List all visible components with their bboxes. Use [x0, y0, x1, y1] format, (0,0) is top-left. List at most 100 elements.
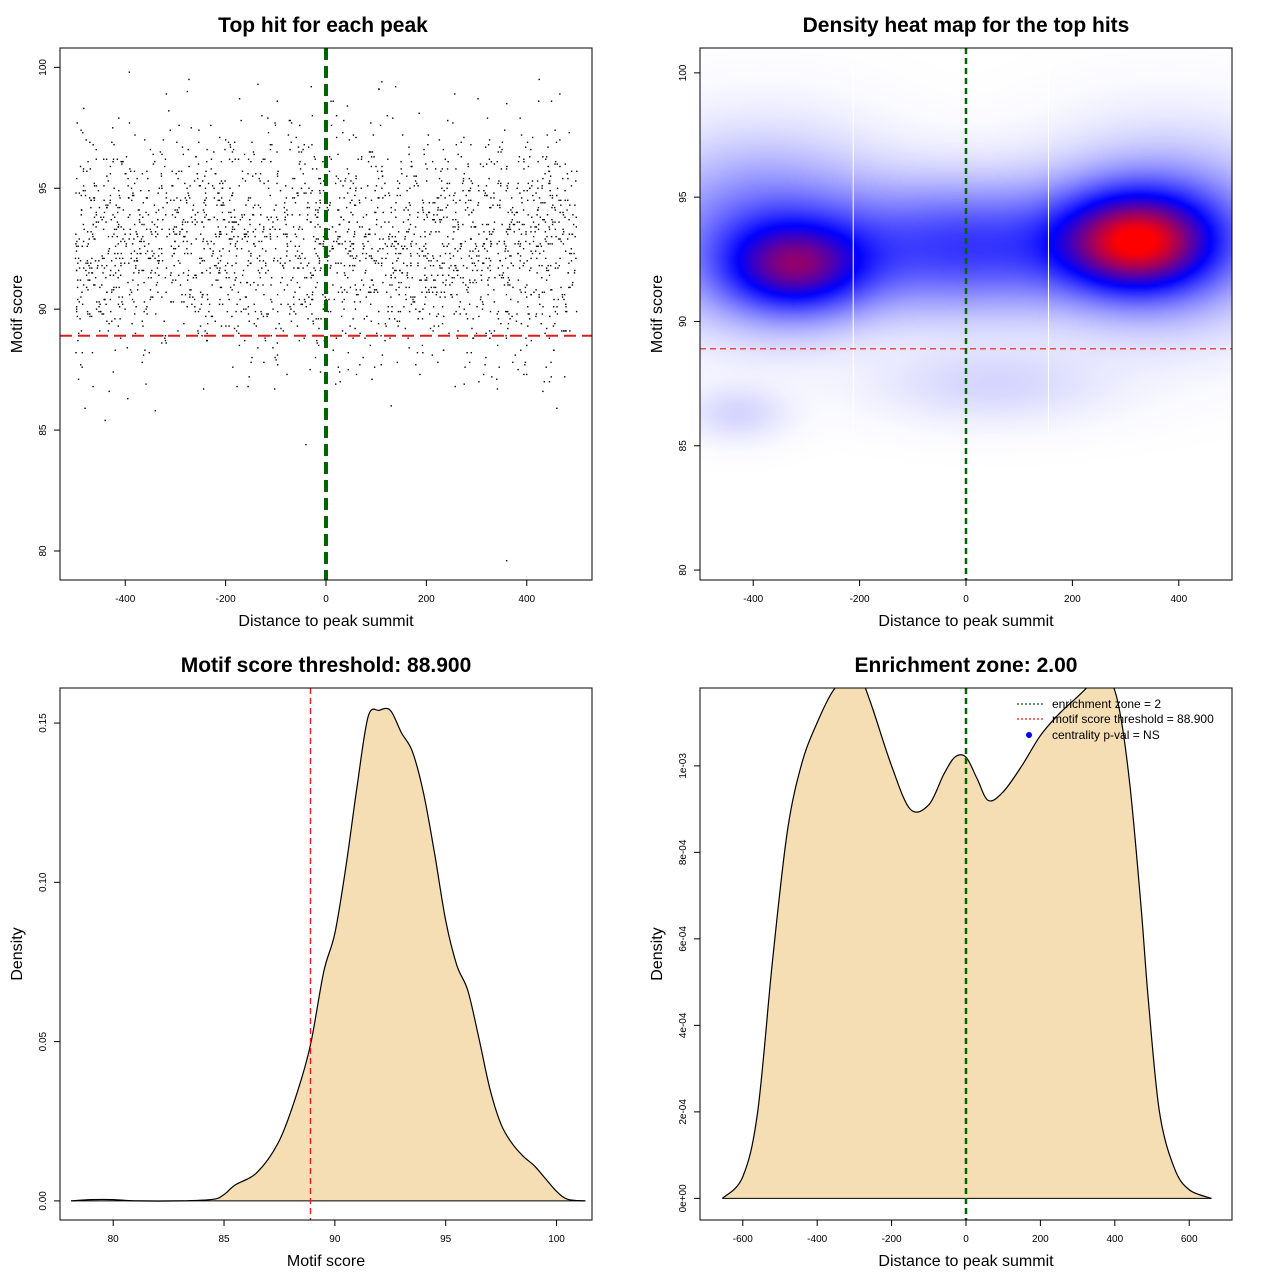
- scatter-point: [353, 204, 356, 206]
- scatter-point: [447, 243, 450, 245]
- scatter-point: [489, 260, 492, 262]
- scatter-point: [272, 347, 274, 349]
- scatter-point: [516, 313, 518, 315]
- scatter-point: [507, 281, 509, 284]
- scatter-point: [358, 226, 361, 228]
- scatter-point: [514, 243, 516, 245]
- scatter-point: [233, 209, 235, 211]
- scatter-point: [410, 160, 413, 163]
- scatter-point: [394, 235, 397, 238]
- scatter-point: [462, 264, 465, 267]
- scatter-point: [195, 238, 197, 240]
- scatter-point: [566, 310, 568, 313]
- scatter-point: [249, 218, 251, 221]
- scatter-point: [201, 221, 203, 223]
- scatter-point: [459, 199, 461, 202]
- scatter-point: [441, 243, 444, 245]
- scatter-point: [201, 272, 204, 274]
- scatter-point: [199, 291, 202, 293]
- scatter-point: [444, 296, 446, 298]
- scatter-point: [422, 351, 424, 354]
- scatter-point: [326, 206, 329, 209]
- scatter-point: [76, 315, 79, 318]
- scatter-point: [90, 206, 92, 209]
- scatter-point: [286, 255, 288, 257]
- scatter-point: [204, 187, 207, 189]
- scatter-point: [547, 264, 549, 267]
- scatter-point: [99, 330, 101, 332]
- scatter-point: [75, 250, 78, 252]
- scatter-point: [311, 298, 313, 301]
- scatter-point: [413, 233, 415, 235]
- scatter-point: [80, 330, 83, 332]
- scatter-point: [555, 235, 557, 238]
- scatter-point: [218, 250, 221, 252]
- scatter-point: [550, 361, 552, 364]
- scatter-point: [339, 235, 341, 238]
- scatter-point: [244, 180, 247, 182]
- scatter-point: [219, 260, 222, 262]
- scatter-point: [568, 218, 570, 221]
- legend-enrichment-label: enrichment zone = 2: [1052, 697, 1161, 711]
- scatter-point: [432, 257, 435, 260]
- scatter-point: [245, 233, 248, 235]
- scatter-point: [162, 335, 164, 337]
- scatter-point: [459, 248, 461, 250]
- scatter-point: [99, 286, 101, 289]
- scatter-point: [236, 303, 238, 306]
- scatter-point: [272, 221, 274, 223]
- scatter-point: [248, 250, 250, 252]
- scatter-point: [415, 175, 417, 177]
- scatter-point: [554, 228, 557, 231]
- scatter-point: [537, 206, 540, 209]
- scatter-point: [454, 93, 456, 95]
- scatter-point: [489, 269, 492, 272]
- scatter-point: [121, 301, 123, 303]
- panel-position-density: Enrichment zone: 2.00 -600 -400 -200 0 200 40…: [649, 654, 1233, 1270]
- panel3-title: Motif score threshold: 88.900: [181, 654, 472, 677]
- scatter-point: [165, 197, 167, 199]
- scatter-point: [402, 248, 405, 250]
- scatter-point: [501, 148, 503, 151]
- scatter-point: [564, 330, 566, 332]
- scatter-point: [375, 260, 377, 262]
- scatter-point: [215, 264, 217, 267]
- scatter-point: [252, 175, 254, 177]
- scatter-point: [406, 277, 409, 279]
- scatter-point: [485, 332, 487, 335]
- scatter-point: [404, 293, 407, 296]
- scatter-point: [533, 291, 535, 293]
- scatter-point: [489, 337, 491, 339]
- scatter-point: [488, 233, 491, 235]
- scatter-point: [466, 206, 469, 209]
- scatter-point: [158, 260, 161, 262]
- scatter-point: [149, 257, 152, 260]
- scatter-point: [312, 291, 314, 293]
- scatter-point: [253, 153, 255, 156]
- scatter-point: [156, 233, 159, 235]
- scatter-point: [359, 332, 361, 335]
- scatter-point: [319, 177, 322, 180]
- scatter-point: [284, 216, 287, 218]
- panel-score-density: Motif score threshold: 88.900 80 85 90 95 10…: [9, 654, 593, 1270]
- scatter-point: [355, 189, 357, 192]
- scatter-point: [211, 315, 214, 318]
- scatter-point: [398, 320, 401, 322]
- scatter-point: [304, 163, 306, 165]
- scatter-point: [469, 281, 471, 284]
- scatter-point: [312, 320, 314, 322]
- scatter-point: [80, 296, 82, 298]
- scatter-point: [82, 240, 85, 243]
- scatter-point: [498, 240, 500, 243]
- scatter-point: [150, 296, 152, 298]
- p2-x-tick-label: -200: [850, 594, 870, 605]
- scatter-point: [160, 175, 163, 177]
- scatter-point: [288, 313, 291, 315]
- scatter-point: [401, 272, 404, 274]
- scatter-point: [486, 238, 488, 240]
- scatter-point: [89, 141, 91, 144]
- scatter-point: [143, 245, 146, 247]
- scatter-point: [453, 277, 455, 279]
- scatter-point: [109, 274, 111, 277]
- scatter-point: [561, 293, 564, 296]
